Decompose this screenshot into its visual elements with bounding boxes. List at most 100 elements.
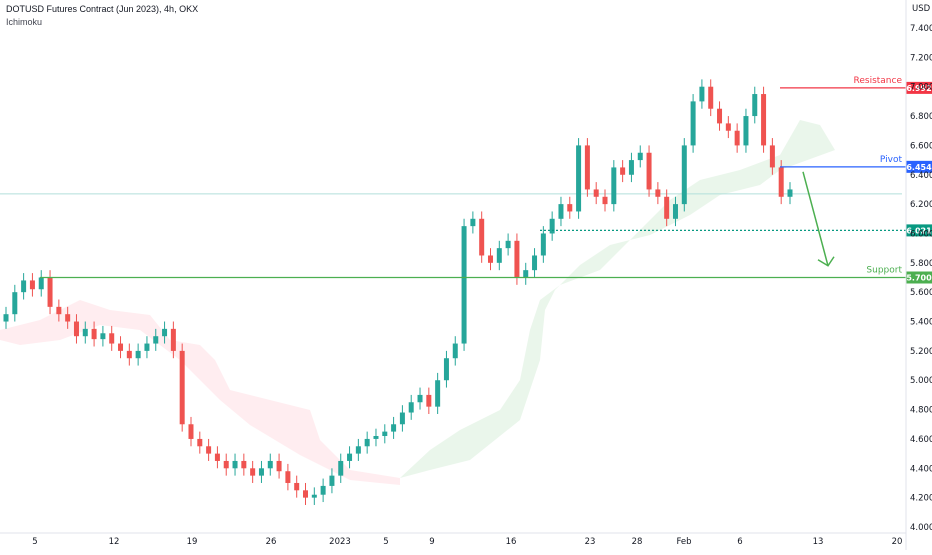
candle-body xyxy=(611,167,617,205)
candle-body xyxy=(549,218,555,234)
candle-body xyxy=(699,86,705,102)
candle-body xyxy=(276,460,282,472)
candle-body xyxy=(373,436,379,439)
y-tick-label: 6.200 xyxy=(910,200,932,210)
candle-body xyxy=(250,468,256,476)
candle-body xyxy=(769,145,775,168)
candle-body xyxy=(664,196,670,219)
candle-body xyxy=(743,116,749,146)
level-badge xyxy=(906,271,932,284)
candle-body xyxy=(690,101,696,146)
candle-body xyxy=(435,380,441,407)
level-badge-text: 5.700 xyxy=(906,274,932,283)
x-tick-label: 28 xyxy=(632,537,643,547)
candle-body xyxy=(567,204,573,212)
candle-body xyxy=(153,336,159,344)
level-badge xyxy=(906,160,932,173)
y-tick-label: 5.000 xyxy=(910,376,932,386)
candle-body xyxy=(38,277,44,290)
ichimoku-cloud xyxy=(0,120,902,485)
candle-body xyxy=(628,160,634,175)
level-badge-text: 6.992 xyxy=(906,84,931,93)
candle-body xyxy=(241,460,247,469)
candle-body xyxy=(717,108,723,124)
candle-body xyxy=(109,333,115,344)
candle-body xyxy=(558,204,564,219)
candle-body xyxy=(12,292,18,315)
y-tick-label: 4.000 xyxy=(910,523,932,533)
candle-body xyxy=(100,333,106,340)
candle-body xyxy=(576,145,582,212)
y-tick-label: 4.600 xyxy=(910,435,932,445)
candle-body xyxy=(65,314,71,322)
candle-body xyxy=(320,485,326,495)
candle-body xyxy=(258,468,264,476)
level-label: Support xyxy=(866,266,902,276)
candle-body xyxy=(144,343,150,351)
candle-body xyxy=(487,255,493,263)
y-tick-label: 7.400 xyxy=(910,24,932,34)
candle-body xyxy=(197,438,203,447)
candle-body xyxy=(523,270,529,278)
candle-body xyxy=(734,130,740,146)
y-tick-label: 4.400 xyxy=(910,464,932,474)
candle-body xyxy=(21,280,27,293)
level-label: Resistance xyxy=(854,76,903,86)
chart-title: DOTUSD Futures Contract (Jun 2023), 4h, … xyxy=(6,4,199,14)
y-tick-label: 5.800 xyxy=(910,259,932,269)
candles xyxy=(3,79,793,505)
x-tick-label: 6 xyxy=(737,537,742,547)
y-tick-label: 7.000 xyxy=(910,83,932,93)
candle-body xyxy=(188,424,194,439)
candle-body xyxy=(285,471,291,483)
candle-body xyxy=(646,152,652,190)
candle-body xyxy=(82,328,88,337)
y-tick-label: 6.000 xyxy=(910,229,932,239)
y-tick-label: 4.800 xyxy=(910,406,932,416)
x-tick-label: 16 xyxy=(506,537,517,547)
candle-body xyxy=(637,152,643,161)
candle-body xyxy=(329,475,335,486)
y-tick-label: 5.600 xyxy=(910,288,932,298)
candle-body xyxy=(73,321,79,337)
level-label: Pivot xyxy=(880,155,903,165)
candle-body xyxy=(787,189,793,197)
y-axis-unit: USD xyxy=(912,4,931,14)
candle-body xyxy=(443,358,449,381)
candle-body xyxy=(118,343,124,351)
x-tick-label: 5 xyxy=(383,537,388,547)
candle-body xyxy=(408,402,414,413)
candle-body xyxy=(206,446,212,454)
y-tick-label: 4.200 xyxy=(910,494,932,504)
candle-body xyxy=(47,277,53,307)
candle-body xyxy=(417,394,423,403)
level-badge xyxy=(906,81,932,94)
x-tick-label: 13 xyxy=(813,537,824,547)
candle-body xyxy=(681,145,687,205)
candle-body xyxy=(391,424,397,432)
candle-body xyxy=(135,350,141,359)
candle-body xyxy=(223,460,229,469)
candle-body xyxy=(452,343,458,359)
candle-body xyxy=(399,412,405,425)
y-tick-label: 5.400 xyxy=(910,318,932,328)
x-tick-label: 23 xyxy=(585,537,596,547)
y-tick-label: 6.800 xyxy=(910,112,932,122)
candle-body xyxy=(778,167,784,197)
candle-body xyxy=(347,453,353,461)
candle-body xyxy=(126,350,132,359)
forecast-arrow xyxy=(802,171,829,266)
y-tick-label: 6.400 xyxy=(910,171,932,181)
candle-body xyxy=(303,490,309,498)
candle-body xyxy=(584,145,590,190)
candle-body xyxy=(479,218,485,256)
candle-body xyxy=(620,167,626,175)
candle-body xyxy=(496,248,502,263)
candle-body xyxy=(593,189,599,197)
x-tick-label: 5 xyxy=(32,537,37,547)
candle-body xyxy=(3,314,9,322)
candle-body xyxy=(170,328,176,351)
candle-body xyxy=(355,446,361,454)
